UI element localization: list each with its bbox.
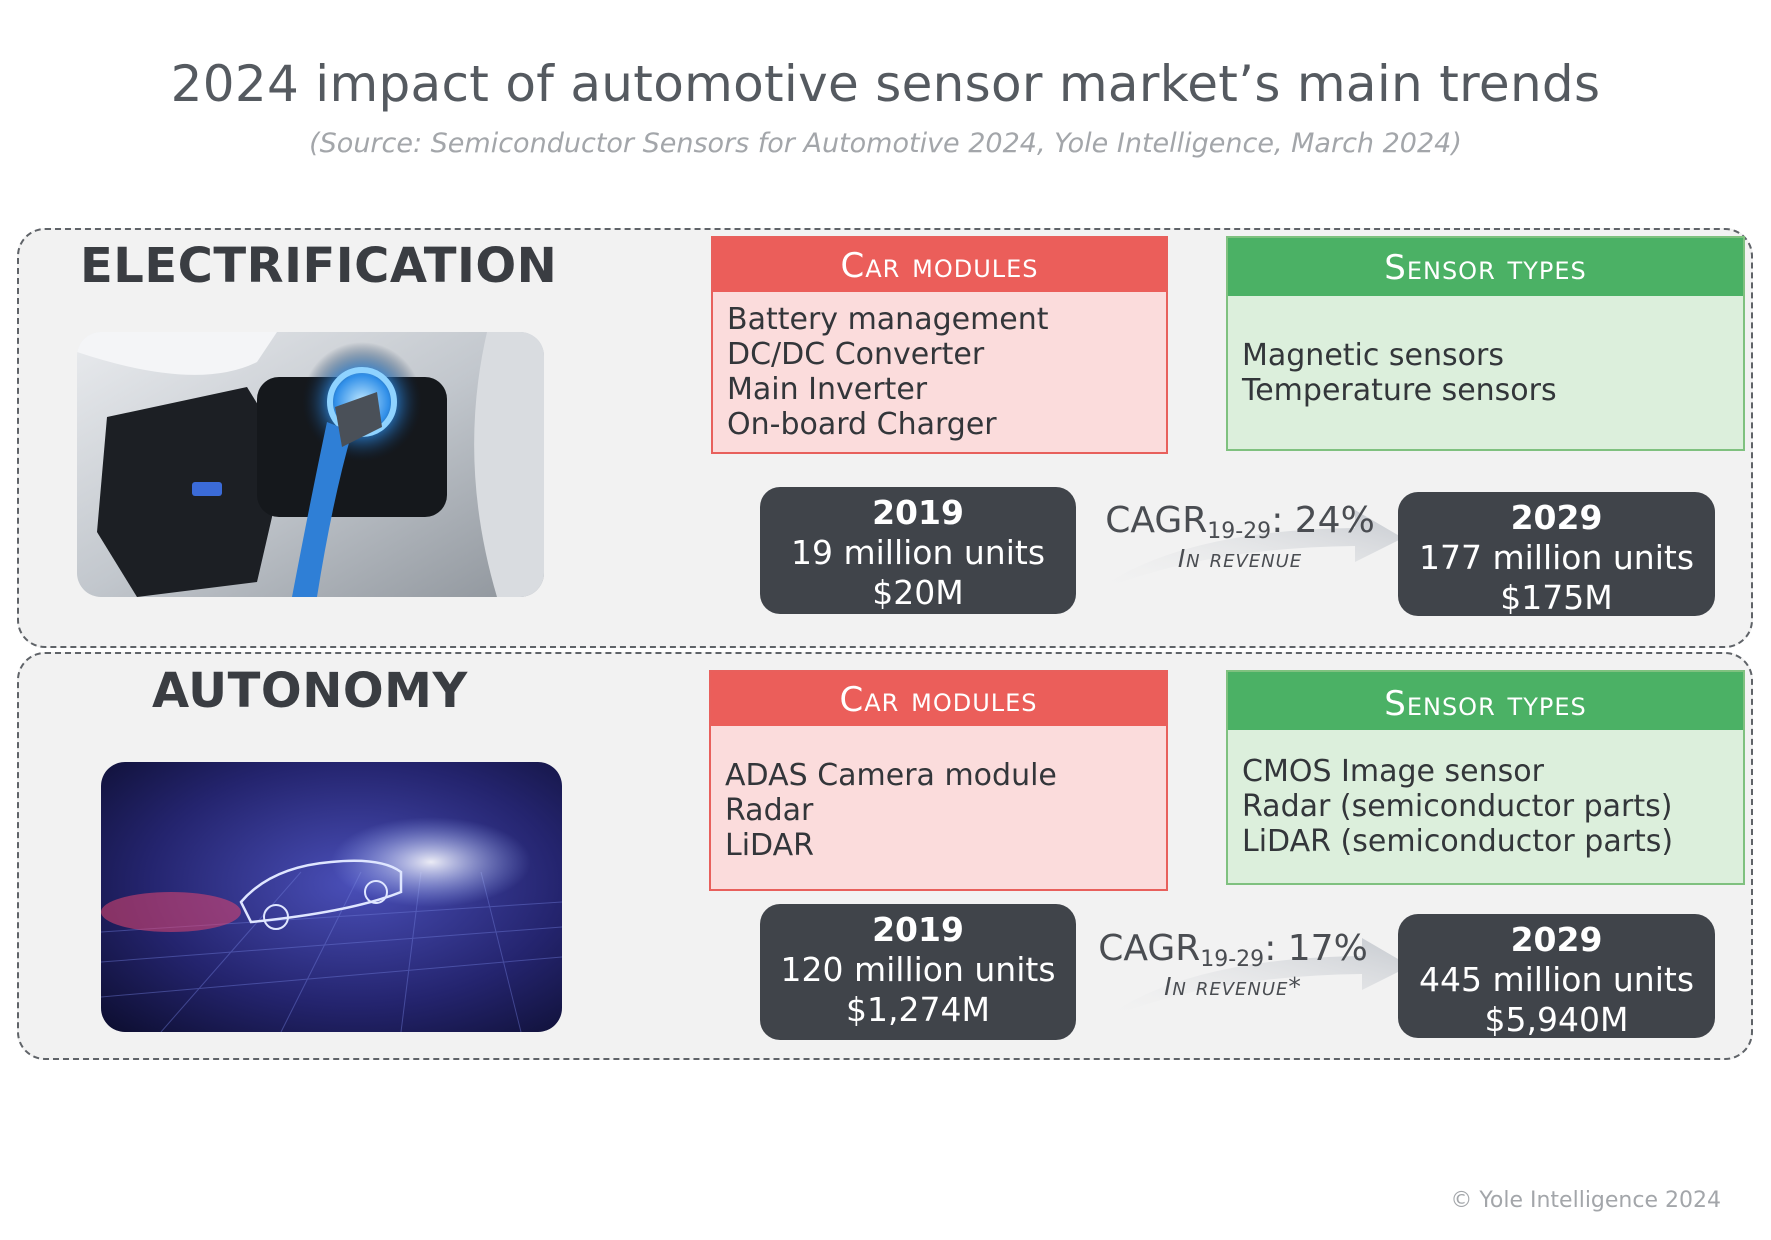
cagr-period: 19-29 — [1207, 519, 1272, 544]
year-label: 2019 — [872, 493, 964, 532]
autonomy-2019-box: 2019 120 million units $1,274M — [760, 904, 1076, 1040]
cagr-value: : 24% — [1271, 500, 1375, 541]
car-modules-heading: Car modules — [711, 672, 1166, 726]
copyright-text: © Yole Intelligence 2024 — [1450, 1188, 1721, 1213]
revenue-value: $20M — [872, 573, 964, 612]
autonomy-car-modules-card: Car modules ADAS Camera module Radar LiD… — [709, 670, 1168, 891]
sensor-types-heading: Sensor types — [1228, 238, 1743, 296]
autonomy-2029-box: 2029 445 million units $5,940M — [1398, 914, 1715, 1039]
cagr-value: : 17% — [1264, 928, 1368, 969]
autonomy-sensor-types-card: Sensor types CMOS Image sensor Radar (se… — [1226, 670, 1745, 885]
list-item: CMOS Image sensor — [1242, 754, 1544, 789]
list-item: Radar (semiconductor parts) — [1242, 789, 1673, 824]
list-item: LiDAR (semiconductor parts) — [1242, 824, 1674, 859]
electrification-title: ELECTRIFICATION — [80, 238, 558, 294]
autonomous-car-image — [101, 762, 562, 1032]
page-subtitle: (Source: Semiconductor Sensors for Autom… — [309, 128, 1462, 159]
electrification-2019-box: 2019 19 million units $20M — [760, 487, 1076, 614]
cagr-arrow-icon — [1090, 510, 1403, 595]
page-title: 2024 impact of automotive sensor market’… — [170, 55, 1601, 113]
electrification-2029-box: 2029 177 million units $175M — [1398, 492, 1715, 617]
year-label: 2029 — [1510, 498, 1603, 537]
list-item: DC/DC Converter — [727, 337, 985, 372]
cagr-label: In revenue* — [1164, 972, 1302, 1001]
list-item: Temperature sensors — [1242, 373, 1557, 408]
cagr-arrow-icon — [1097, 938, 1410, 1023]
cagr-period: 19-29 — [1200, 947, 1265, 972]
list-item: Battery management — [727, 302, 1049, 337]
units-value: 120 million units — [780, 950, 1056, 989]
list-item: ADAS Camera module — [725, 758, 1057, 793]
year-label: 2019 — [872, 910, 964, 949]
cagr-prefix: CAGR — [1098, 928, 1201, 969]
list-item: LiDAR — [725, 828, 814, 863]
cagr-prefix: CAGR — [1105, 500, 1208, 541]
list-item: Radar — [725, 793, 814, 828]
units-value: 19 million units — [790, 533, 1046, 572]
revenue-value: $1,274M — [846, 990, 990, 1029]
cagr-label: In revenue — [1177, 544, 1303, 573]
year-label: 2029 — [1510, 920, 1603, 959]
autonomy-cagr: CAGR19-29: 17% In revenue* — [1088, 928, 1378, 1001]
electrification-car-modules-card: Car modules Battery management DC/DC Con… — [711, 236, 1168, 454]
electrification-cagr: CAGR19-29: 24% In revenue — [1100, 500, 1380, 573]
ev-charging-image — [77, 332, 544, 597]
car-modules-heading: Car modules — [713, 238, 1166, 292]
revenue-value: $5,940M — [1484, 1000, 1629, 1039]
revenue-value: $175M — [1500, 578, 1613, 617]
units-value: 445 million units — [1418, 960, 1695, 999]
autonomy-title: AUTONOMY — [152, 663, 468, 719]
sensor-types-heading: Sensor types — [1228, 672, 1743, 730]
electrification-sensor-types-card: Sensor types Magnetic sensors Temperatur… — [1226, 236, 1745, 451]
list-item: Main Inverter — [727, 372, 928, 407]
list-item: On-board Charger — [727, 407, 997, 442]
units-value: 177 million units — [1418, 538, 1695, 577]
list-item: Magnetic sensors — [1242, 338, 1504, 373]
